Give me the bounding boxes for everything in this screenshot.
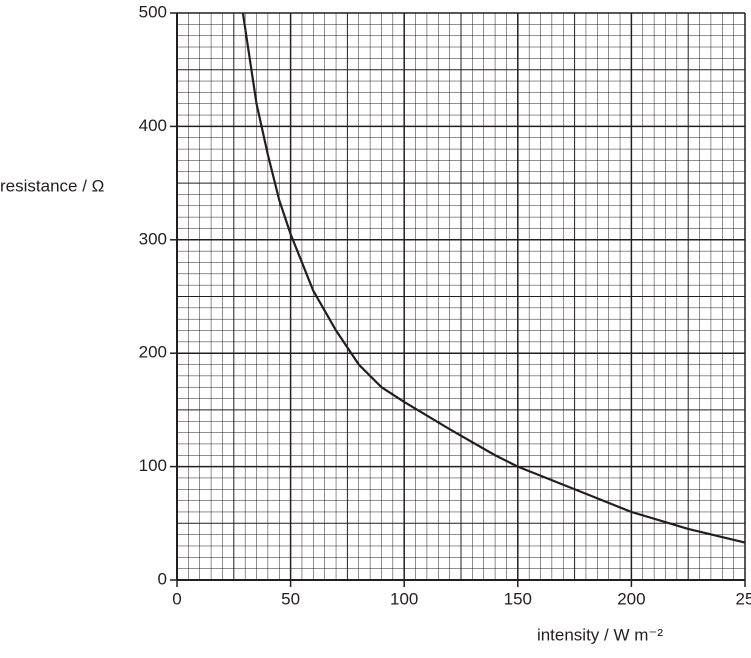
curve: [241, 12, 746, 544]
y-tick-label: 400: [139, 116, 167, 135]
x-tick-label: 0: [172, 589, 181, 608]
x-tick-label: 50: [281, 589, 300, 608]
x-tick-label: 200: [617, 589, 645, 608]
y-tick-label: 500: [139, 2, 167, 21]
y-axis-label: resistance / Ω: [0, 176, 104, 195]
x-tick-label: 25: [736, 589, 751, 608]
y-tick-label: 100: [139, 456, 167, 475]
x-axis-label: intensity / W m⁻²: [537, 625, 663, 644]
y-tick-label: 200: [139, 343, 167, 362]
x-tick-label: 150: [504, 589, 532, 608]
y-tick-label: 0: [158, 569, 167, 588]
y-tick-label: 300: [139, 229, 167, 248]
x-tick-label: 100: [390, 589, 418, 608]
